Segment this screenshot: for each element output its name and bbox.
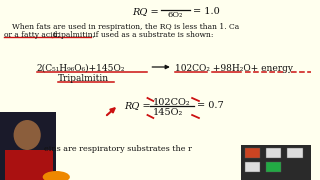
- Bar: [266, 162, 281, 172]
- Bar: [241, 145, 310, 180]
- Text: Tripalmitin: Tripalmitin: [58, 74, 109, 83]
- Text: tripalmitin,: tripalmitin,: [52, 31, 95, 39]
- Ellipse shape: [13, 120, 41, 150]
- Text: 145O₂: 145O₂: [153, 108, 184, 117]
- Text: 2(C₅₁H₉₆O₆)+145O₂: 2(C₅₁H₉₆O₆)+145O₂: [37, 64, 125, 73]
- Text: 102CO₂: 102CO₂: [153, 98, 191, 107]
- Ellipse shape: [43, 171, 70, 180]
- Text: RQ =: RQ =: [124, 101, 151, 110]
- Text: if used as a substrate is shown:: if used as a substrate is shown:: [91, 31, 214, 39]
- Bar: [244, 162, 260, 172]
- Text: 102CO₂ +98H₂O+ energy: 102CO₂ +98H₂O+ energy: [175, 64, 293, 73]
- Bar: [266, 148, 281, 158]
- Bar: [5, 150, 53, 180]
- Bar: [244, 148, 260, 158]
- Text: RQ =: RQ =: [132, 7, 159, 16]
- Text: = 0.7: = 0.7: [197, 101, 224, 110]
- Text: or a fatty acid,: or a fatty acid,: [4, 31, 62, 39]
- Text: = 1.0: = 1.0: [193, 7, 220, 16]
- Text: 6O₂: 6O₂: [168, 11, 183, 19]
- Text: eins are respiratory substrates the r: eins are respiratory substrates the r: [44, 145, 192, 153]
- Bar: [0, 112, 56, 180]
- Bar: [287, 148, 303, 158]
- Text: When fats are used in respiration, the RQ is less than 1. Ca: When fats are used in respiration, the R…: [12, 23, 239, 31]
